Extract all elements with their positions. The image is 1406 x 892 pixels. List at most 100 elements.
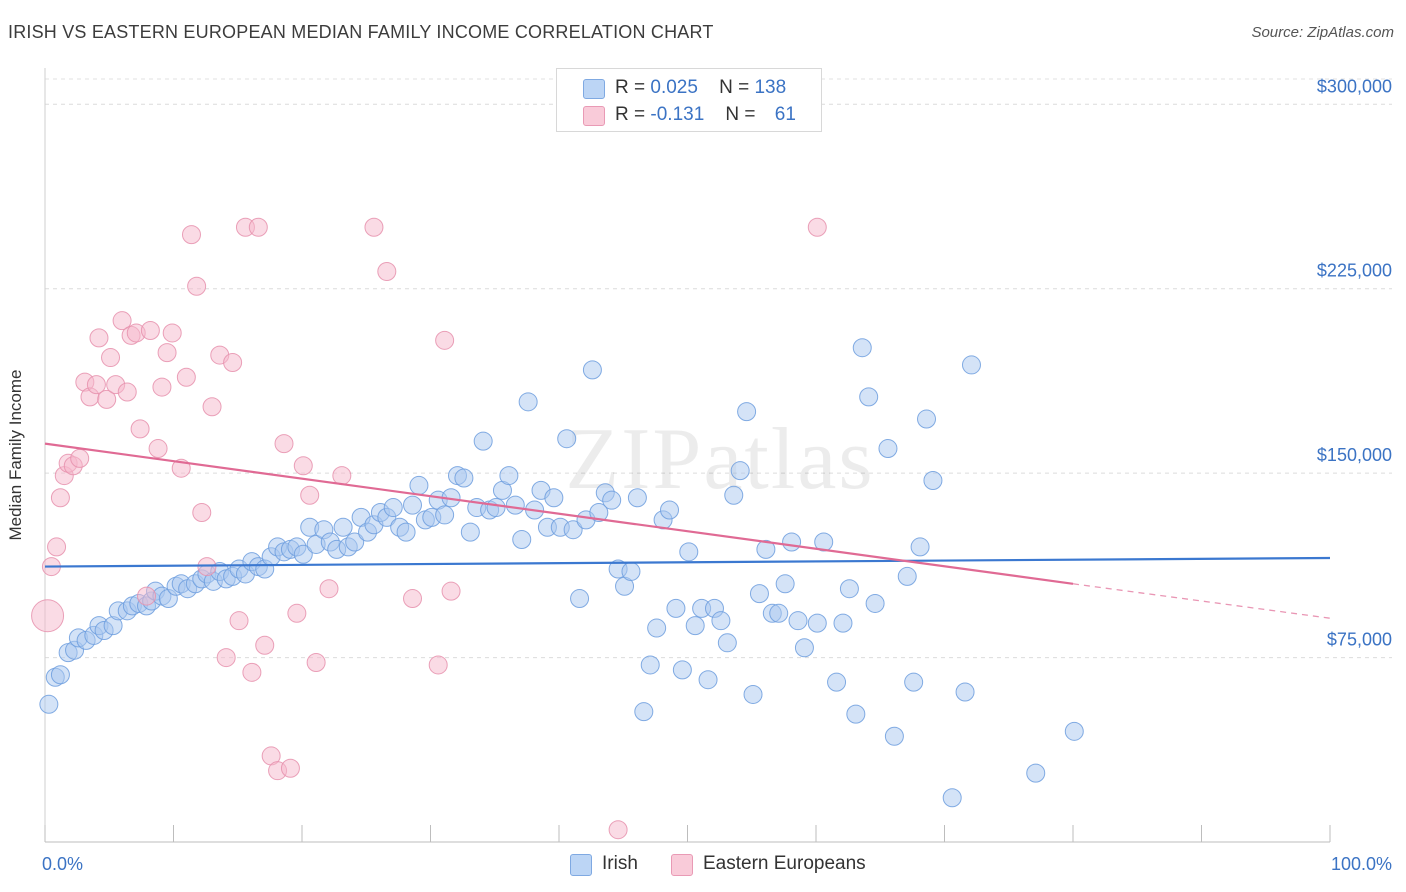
point-1-40 (255, 635, 275, 655)
point-1-54 (428, 655, 448, 675)
legend-n-value: 138 (754, 77, 787, 98)
point-0-100 (679, 542, 699, 562)
point-1-57 (608, 820, 628, 840)
point-0-70 (486, 498, 506, 518)
tick-labels: $75,000 $150,000 $225,000 $300,000 0.0% 100.0… (42, 76, 1392, 874)
point-0-117 (788, 611, 808, 631)
y-tick-label-0: $75,000 (1327, 630, 1392, 650)
point-0-72 (499, 466, 519, 486)
point-0-108 (730, 461, 750, 481)
point-1-48 (306, 652, 326, 672)
point-1-45 (287, 603, 307, 623)
point-0-93 (634, 702, 654, 722)
point-1-29 (187, 276, 207, 296)
point-0-116 (782, 532, 802, 552)
point-0-127 (865, 593, 885, 613)
point-1-58 (807, 217, 827, 237)
point-1-43 (274, 434, 294, 454)
point-1-2 (47, 537, 67, 557)
point-0-82 (563, 520, 583, 540)
point-0-138 (1026, 763, 1046, 783)
point-1-47 (300, 485, 320, 505)
point-1-10 (86, 375, 106, 395)
series-irish (39, 338, 1084, 808)
point-0-131 (904, 672, 924, 692)
point-0-66 (460, 522, 480, 542)
point-1-35 (223, 352, 243, 372)
point-1-38 (242, 662, 262, 682)
point-0-122 (833, 613, 853, 633)
point-1-16 (117, 382, 137, 402)
point-0-107 (724, 485, 744, 505)
point-1-36 (229, 611, 249, 631)
point-1-24 (157, 343, 177, 363)
point-1-52 (377, 261, 397, 281)
source-label: Source: ZipAtlas.com (1251, 24, 1394, 41)
legend-n-label: N = (725, 104, 756, 125)
point-0-110 (743, 684, 763, 704)
point-0-65 (454, 468, 474, 488)
point-0-85 (582, 360, 602, 380)
point-0-136 (955, 682, 975, 702)
legend-r-label: R = (615, 104, 646, 125)
legend-r-label: R = (615, 77, 646, 98)
series-swatch-eastern-europeans (671, 854, 693, 876)
point-0-79 (544, 488, 564, 508)
point-1-32 (202, 397, 222, 417)
data-series (31, 217, 1084, 840)
point-0-121 (827, 672, 847, 692)
point-0-62 (435, 505, 455, 525)
point-1-21 (140, 321, 160, 341)
point-1-22 (148, 439, 168, 459)
trend-lines (44, 442, 1331, 619)
point-0-75 (518, 392, 538, 412)
point-0-120 (814, 532, 834, 552)
point-1-53 (403, 589, 423, 609)
correlation-legend: R = 0.025 N = 138 R = -0.131 N = 61 (556, 68, 822, 132)
point-0-74 (512, 530, 532, 550)
point-0-130 (897, 566, 917, 586)
point-0-40 (293, 544, 313, 564)
point-0-133 (917, 409, 937, 429)
point-0-134 (923, 471, 943, 491)
point-1-49 (319, 579, 339, 599)
legend-n-value: 61 (774, 104, 796, 125)
point-1-30 (192, 502, 212, 522)
point-0-88 (602, 490, 622, 510)
y-tick-label-3: $300,000 (1317, 76, 1392, 96)
point-0-112 (756, 539, 776, 559)
point-0-99 (672, 660, 692, 680)
point-0-125 (852, 338, 872, 358)
point-0-46 (333, 517, 353, 537)
watermark: ZIPatlas (565, 411, 874, 508)
point-1-20 (137, 586, 157, 606)
point-0-106 (717, 633, 737, 653)
point-0-68 (473, 431, 493, 451)
point-0-92 (627, 488, 647, 508)
point-1-51 (364, 217, 384, 237)
y-tick-label-1: $150,000 (1317, 445, 1392, 465)
legend-swatch-irish (583, 79, 605, 99)
trend-line-0 (44, 556, 1331, 568)
series-label-irish: Irish (602, 853, 638, 874)
point-1-23 (152, 377, 172, 397)
point-0-0 (39, 694, 59, 714)
point-0-56 (396, 522, 416, 542)
point-0-114 (769, 603, 789, 623)
point-0-91 (621, 561, 641, 581)
x-tick-label-max: 100.0% (1331, 854, 1392, 874)
series-eastern-europeans (31, 217, 827, 840)
point-1-19 (130, 419, 150, 439)
point-0-81 (557, 429, 577, 449)
point-0-124 (846, 704, 866, 724)
point-0-105 (711, 611, 731, 631)
point-1-13 (101, 348, 121, 368)
point-0-83 (570, 589, 590, 609)
legend-n-label: N = (719, 77, 750, 98)
point-1-28 (181, 225, 201, 245)
point-0-139 (1064, 721, 1084, 741)
point-1-0 (31, 599, 65, 633)
point-0-73 (505, 495, 525, 515)
y-tick-label-2: $225,000 (1317, 261, 1392, 281)
point-0-57 (403, 495, 423, 515)
